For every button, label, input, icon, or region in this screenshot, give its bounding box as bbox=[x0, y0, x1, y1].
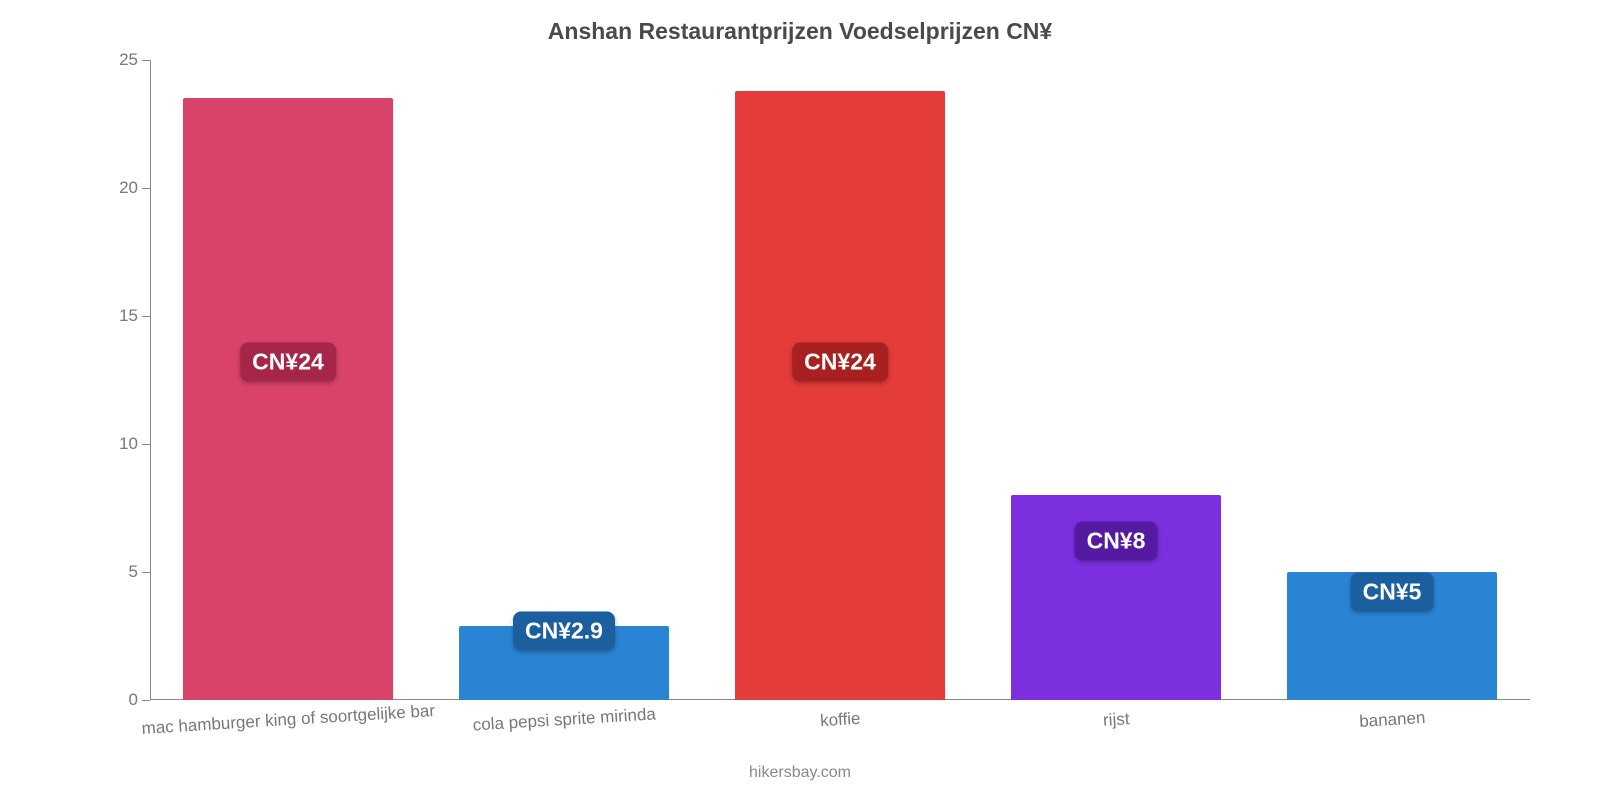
bar-slot: CN¥2.9 bbox=[459, 60, 669, 700]
value-badge: CN¥24 bbox=[240, 343, 336, 382]
value-badge: CN¥24 bbox=[792, 343, 888, 382]
y-tick-label: 25 bbox=[119, 50, 150, 70]
value-badge: CN¥5 bbox=[1351, 573, 1434, 612]
y-tick-label: 5 bbox=[129, 562, 150, 582]
bar-slot: CN¥24 bbox=[183, 60, 393, 700]
y-tick-label: 15 bbox=[119, 306, 150, 326]
value-badge: CN¥2.9 bbox=[513, 611, 615, 650]
x-tick-label: bananen bbox=[1358, 698, 1426, 732]
x-tick-label: rijst bbox=[1102, 699, 1130, 731]
y-tick-label: 20 bbox=[119, 178, 150, 198]
bar bbox=[183, 98, 393, 700]
y-tick-label: 0 bbox=[129, 690, 150, 710]
chart-container: Anshan Restaurantprijzen Voedselprijzen … bbox=[0, 0, 1600, 800]
bars-layer: CN¥24 CN¥2.9 CN¥24 CN¥8 CN¥5 bbox=[150, 60, 1530, 700]
bar bbox=[735, 91, 945, 700]
x-tick-label: cola pepsi sprite mirinda bbox=[472, 694, 657, 735]
x-tick-label: koffie bbox=[819, 699, 861, 731]
chart-title: Anshan Restaurantprijzen Voedselprijzen … bbox=[0, 18, 1600, 45]
plot-area: CN¥24CN¥2.9CN¥24CN¥8CN¥5 0510152025 mac … bbox=[150, 60, 1530, 700]
attribution-text: hikersbay.com bbox=[0, 764, 1600, 782]
bar-slot: CN¥24 bbox=[735, 60, 945, 700]
bar-slot: CN¥5 bbox=[1287, 60, 1497, 700]
y-tick-label: 10 bbox=[119, 434, 150, 454]
value-badge: CN¥8 bbox=[1075, 522, 1158, 561]
bar-slot: CN¥8 bbox=[1011, 60, 1221, 700]
